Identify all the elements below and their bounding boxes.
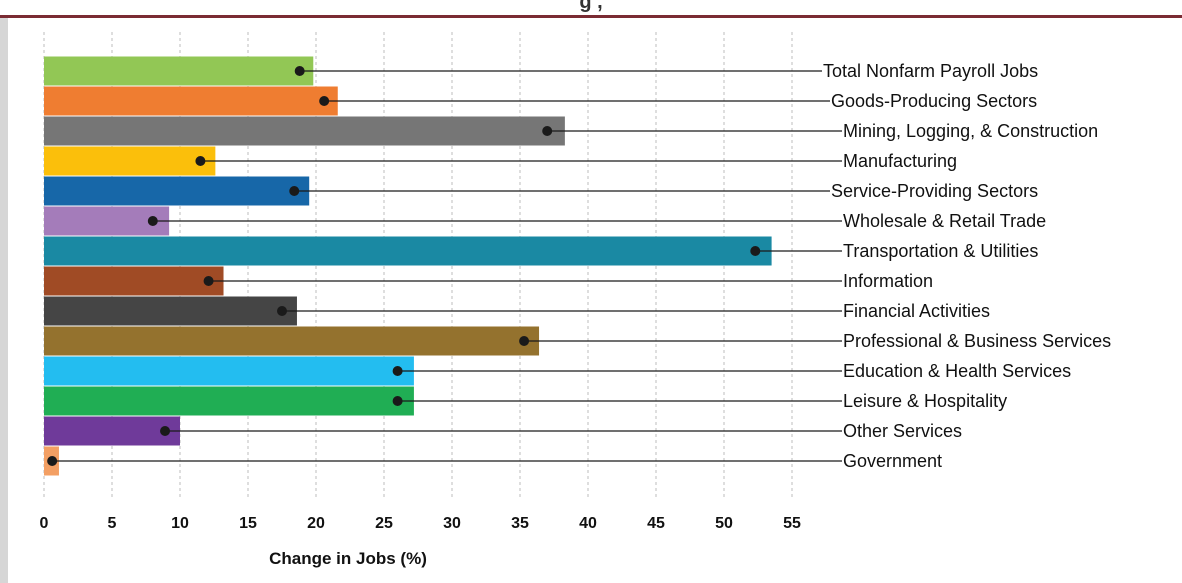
- marker-point: [277, 306, 287, 316]
- bars: [44, 56, 772, 476]
- category-label: Mining, Logging, & Construction: [843, 121, 1098, 141]
- x-tick-label: 10: [171, 515, 189, 532]
- category-label: Total Nonfarm Payroll Jobs: [823, 61, 1038, 81]
- category-label: Professional & Business Services: [843, 331, 1111, 351]
- marker-point: [289, 186, 300, 196]
- marker-point: [542, 126, 553, 136]
- marker-point: [294, 66, 305, 76]
- category-label: Information: [843, 271, 933, 291]
- chart-title-fragment: g ,: [579, 0, 603, 13]
- marker-point: [195, 156, 206, 166]
- marker-point: [160, 426, 171, 436]
- x-tick-label: 20: [307, 515, 325, 532]
- category-labels: Total Nonfarm Payroll Jobs Goods-Producin…: [823, 61, 1111, 471]
- leader-lines: [52, 70, 842, 462]
- bar: [44, 386, 414, 416]
- header-strip: g ,: [0, 0, 1182, 18]
- bar: [44, 416, 180, 446]
- bar: [44, 326, 540, 356]
- marker-point: [147, 216, 158, 226]
- bar: [44, 176, 310, 206]
- marker-point: [519, 336, 530, 346]
- marker-point: [392, 366, 403, 376]
- x-tick-label: 45: [647, 515, 665, 532]
- category-label: Manufacturing: [843, 151, 957, 171]
- x-tick-label: 50: [715, 515, 733, 532]
- category-label: Goods-Producing Sectors: [831, 91, 1037, 111]
- bar: [44, 56, 314, 86]
- category-label: Leisure & Hospitality: [843, 391, 1007, 411]
- x-axis-title: Change in Jobs (%): [269, 549, 427, 568]
- x-tick-label: 30: [443, 515, 461, 532]
- category-label: Government: [843, 451, 942, 471]
- marker-point: [47, 456, 58, 466]
- bar: [44, 236, 772, 266]
- x-tick-label: 15: [239, 515, 257, 532]
- marker-point: [392, 396, 403, 406]
- category-label: Other Services: [843, 421, 962, 441]
- x-tick-label: 0: [40, 515, 49, 532]
- bar: [44, 146, 216, 176]
- bar: [44, 266, 224, 296]
- marker-point: [750, 246, 761, 256]
- x-tick-label: 5: [108, 515, 117, 532]
- markers: [47, 66, 761, 466]
- x-tick-label: 40: [579, 515, 597, 532]
- bar: [44, 86, 338, 116]
- chart-panel: Total Nonfarm Payroll Jobs Goods-Producin…: [8, 18, 1182, 583]
- category-label: Service-Providing Sectors: [831, 181, 1038, 201]
- category-label: Education & Health Services: [843, 361, 1071, 381]
- bar: [44, 296, 297, 326]
- x-tick-label: 25: [375, 515, 393, 532]
- x-tick-labels: 0 5 10 15 20 25 30 35 40 45 50 55: [40, 515, 801, 532]
- marker-point: [203, 276, 214, 286]
- category-label: Wholesale & Retail Trade: [843, 211, 1046, 231]
- category-label: Financial Activities: [843, 301, 990, 321]
- bar: [44, 116, 565, 146]
- x-tick-label: 55: [783, 515, 801, 532]
- left-border: [0, 18, 8, 583]
- header-rule: [0, 15, 1182, 18]
- marker-point: [319, 96, 330, 106]
- x-tick-label: 35: [511, 515, 529, 532]
- category-label: Transportation & Utilities: [843, 241, 1038, 261]
- bar: [44, 356, 414, 386]
- bar-chart: Total Nonfarm Payroll Jobs Goods-Producin…: [40, 32, 1111, 568]
